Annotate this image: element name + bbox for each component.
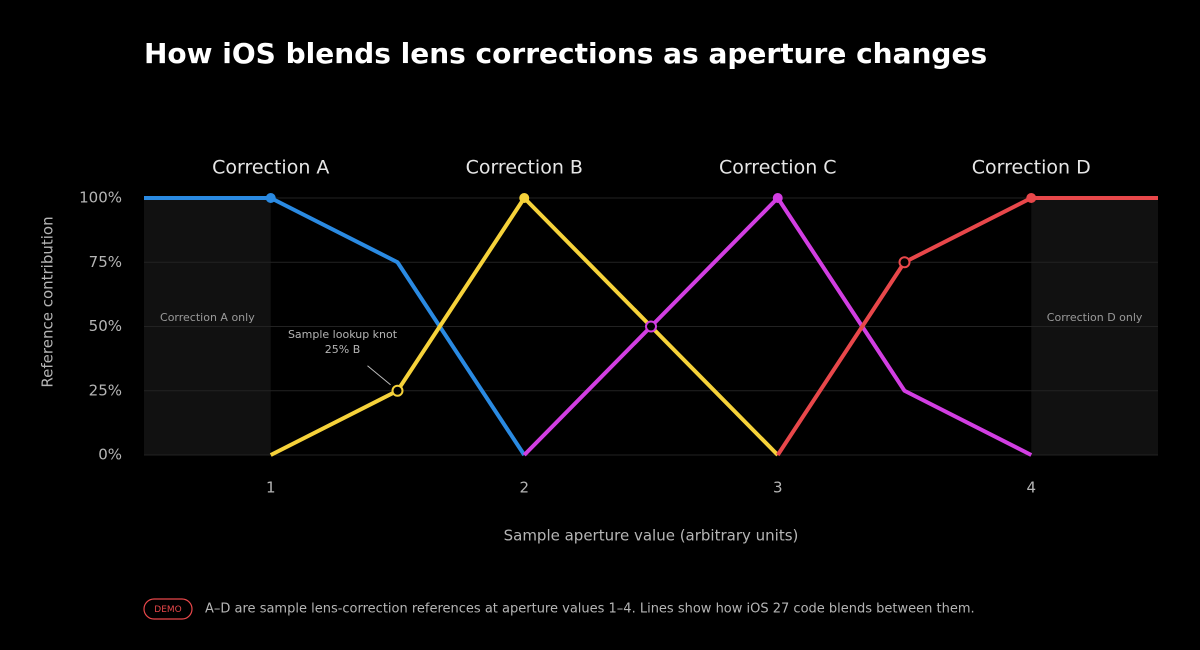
y-tick-label: 50% — [89, 317, 122, 335]
chart-title: How iOS blends lens corrections as apert… — [144, 37, 987, 70]
region-label-box: Correction A only — [160, 310, 255, 324]
demo-badge — [143, 598, 193, 620]
footnote: A–D are sample lens-correction reference… — [205, 602, 975, 617]
series-line — [144, 196, 526, 457]
series-label: Correction D — [972, 157, 1091, 179]
region-label: Correction D only — [1046, 310, 1143, 324]
region-label-box: Correction D only — [1046, 310, 1143, 324]
y-axis-label: Reference contribution — [39, 216, 57, 387]
x-tick-label: 1 — [266, 479, 276, 497]
marker — [772, 193, 783, 203]
series-label: Correction B — [466, 157, 583, 179]
annotation-text: Sample lookup knot — [288, 328, 398, 341]
marker — [391, 384, 404, 397]
series-line — [776, 196, 1158, 457]
series-label: Correction A — [212, 157, 329, 179]
marker — [898, 256, 911, 269]
marker — [265, 193, 276, 203]
y-tick-label: 0% — [98, 446, 122, 464]
x-tick-label: 2 — [519, 479, 529, 497]
x-tick-label: 3 — [773, 479, 783, 497]
marker — [645, 320, 657, 333]
marker — [1026, 193, 1037, 203]
y-tick-label: 75% — [89, 253, 122, 271]
series-label: Correction C — [719, 157, 837, 179]
x-axis-label: Sample aperture value (arbitrary units) — [504, 527, 799, 545]
region-label: Correction A only — [160, 310, 255, 324]
demo-badge-text: DEMO — [154, 605, 181, 615]
x-tick-label: 4 — [1026, 479, 1036, 497]
marker — [519, 193, 530, 203]
y-tick-label: 25% — [89, 381, 122, 399]
annotation-arrow — [367, 365, 391, 386]
y-tick-label: 100% — [79, 189, 122, 207]
annotation-text: 25% B — [325, 343, 361, 356]
